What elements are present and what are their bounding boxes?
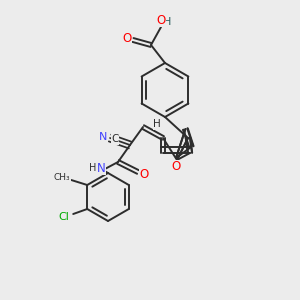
Text: H: H	[89, 163, 97, 173]
Text: O: O	[171, 160, 181, 173]
Text: O: O	[156, 14, 166, 26]
Text: O: O	[122, 32, 132, 46]
Text: Cl: Cl	[59, 212, 70, 222]
Text: H: H	[153, 119, 161, 129]
Text: N: N	[97, 161, 105, 175]
Text: N: N	[99, 132, 107, 142]
Text: O: O	[140, 167, 148, 181]
Text: C: C	[111, 134, 119, 144]
Text: CH₃: CH₃	[54, 173, 70, 182]
Text: H: H	[163, 17, 171, 27]
